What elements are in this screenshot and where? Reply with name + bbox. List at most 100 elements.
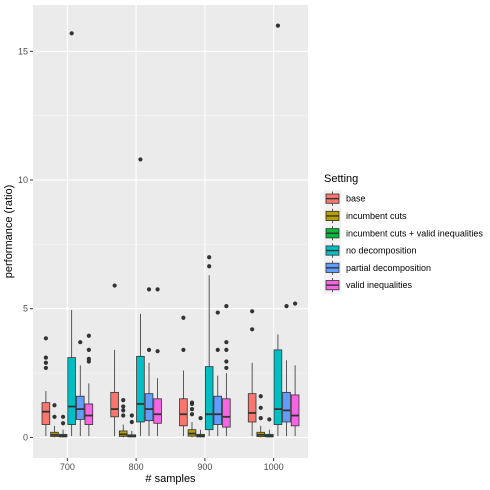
outlier-point bbox=[52, 403, 57, 408]
outlier-point bbox=[250, 309, 255, 314]
outlier-point bbox=[275, 23, 281, 28]
box-iqr bbox=[222, 398, 231, 428]
box-iqr bbox=[153, 398, 162, 424]
box-no-decomposition-700 bbox=[67, 31, 76, 437]
x-axis: 700 800 900 1000 bbox=[60, 458, 284, 472]
box-iqr bbox=[84, 403, 94, 425]
outlier-point bbox=[52, 414, 57, 419]
x-tick-label: 800 bbox=[129, 462, 144, 472]
outlier-point bbox=[224, 365, 229, 371]
outlier-point bbox=[250, 327, 255, 332]
box-base-800 bbox=[110, 283, 119, 437]
outlier-point bbox=[258, 394, 263, 399]
x-axis-title: # samples bbox=[145, 473, 196, 485]
legend-item-valid-inequalities: valid inequalities bbox=[324, 276, 413, 294]
box-incumbent-cuts-valid-inequalities-1000 bbox=[265, 417, 274, 438]
box-valid-inequalities-1000 bbox=[290, 301, 300, 437]
outlier-point bbox=[43, 365, 48, 371]
box-incumbent-cuts-valid-inequalities-700 bbox=[58, 414, 68, 438]
y-axis: 0 5 10 15 bbox=[18, 46, 33, 442]
legend-label: incumbent cuts bbox=[346, 211, 407, 221]
outlier-point bbox=[258, 405, 263, 410]
legend-label: no decomposition bbox=[346, 246, 417, 256]
outlier-point bbox=[215, 310, 220, 315]
legend-label: base bbox=[346, 194, 366, 204]
y-axis-title: performance (ratio) bbox=[3, 185, 15, 279]
legend-items: base incumbent cuts incumbent cuts + valid… bbox=[324, 190, 483, 294]
box-iqr bbox=[41, 402, 51, 425]
box-partial-decomposition-900 bbox=[213, 310, 223, 437]
box-iqr bbox=[204, 366, 214, 431]
legend-title: Setting bbox=[324, 173, 358, 185]
outlier-point bbox=[60, 421, 66, 426]
box-base-1000 bbox=[247, 309, 257, 437]
major-gridlines bbox=[33, 5, 308, 458]
outlier-point bbox=[181, 315, 186, 320]
box-incumbent-cuts-900 bbox=[187, 400, 197, 438]
outlier-point bbox=[224, 347, 229, 352]
outlier-point bbox=[121, 413, 126, 418]
outlier-point bbox=[121, 397, 126, 403]
box-base-700 bbox=[41, 336, 51, 437]
outlier-point bbox=[86, 356, 91, 362]
outlier-point bbox=[43, 360, 48, 365]
y-tick-label: 10 bbox=[18, 175, 28, 185]
outlier-point bbox=[121, 408, 126, 413]
y-tick-label: 0 bbox=[23, 432, 28, 442]
outlier-point bbox=[207, 264, 212, 269]
box-iqr bbox=[144, 393, 154, 422]
box-iqr bbox=[67, 357, 76, 425]
outlier-point bbox=[121, 404, 126, 409]
legend-label: incumbent cuts + valid inequalities bbox=[346, 228, 483, 238]
outlier-point bbox=[258, 416, 263, 421]
minor-gridlines bbox=[33, 115, 308, 374]
box-incumbent-cuts-800 bbox=[118, 397, 128, 438]
outlier-point bbox=[69, 31, 74, 36]
box-partial-decomposition-800 bbox=[144, 287, 154, 437]
box-iqr bbox=[290, 394, 300, 427]
legend-label: valid inequalities bbox=[346, 280, 413, 290]
outlier-point bbox=[78, 340, 83, 345]
outlier-point bbox=[138, 157, 143, 162]
box-iqr bbox=[282, 391, 291, 423]
outlier-point bbox=[155, 287, 160, 292]
outlier-point bbox=[129, 419, 134, 425]
outlier-point bbox=[189, 412, 195, 417]
outlier-point bbox=[198, 416, 203, 421]
outlier-point bbox=[43, 336, 48, 341]
x-tick-label: 900 bbox=[197, 462, 212, 472]
outlier-point bbox=[155, 349, 160, 354]
legend-item-base: base bbox=[324, 190, 366, 208]
legend-label: partial decomposition bbox=[346, 263, 431, 273]
outlier-point bbox=[267, 417, 272, 422]
outlier-point bbox=[215, 347, 220, 352]
box-incumbent-cuts-700 bbox=[50, 403, 59, 438]
box-valid-inequalities-800 bbox=[153, 287, 162, 437]
box-incumbent-cuts-1000 bbox=[256, 394, 266, 438]
box-partial-decomposition-700 bbox=[75, 340, 85, 437]
box-iqr bbox=[247, 393, 257, 423]
x-tick-label: 700 bbox=[60, 462, 75, 472]
outlier-point bbox=[146, 347, 152, 352]
box-iqr bbox=[213, 395, 223, 425]
legend-item-incumbent-cuts: incumbent cuts bbox=[324, 207, 407, 225]
box-iqr bbox=[110, 391, 119, 418]
legend-item-partial-decomposition: partial decomposition bbox=[324, 259, 431, 277]
box-iqr bbox=[273, 349, 283, 425]
outlier-point bbox=[181, 347, 186, 352]
outlier-point bbox=[43, 355, 48, 360]
box-base-900 bbox=[179, 315, 188, 437]
outlier-point bbox=[207, 255, 212, 260]
box-iqr bbox=[75, 395, 85, 420]
legend: Setting base incumbent cuts incumbent cuts… bbox=[324, 173, 483, 294]
outlier-point bbox=[284, 304, 289, 309]
outlier-point bbox=[189, 400, 195, 405]
box-groups bbox=[41, 23, 300, 438]
outlier-point bbox=[293, 301, 298, 306]
box-valid-inequalities-700 bbox=[84, 333, 94, 437]
outlier-point bbox=[189, 406, 195, 412]
outlier-point bbox=[112, 283, 117, 288]
box-no-decomposition-1000 bbox=[273, 23, 283, 437]
box-iqr bbox=[136, 355, 145, 423]
